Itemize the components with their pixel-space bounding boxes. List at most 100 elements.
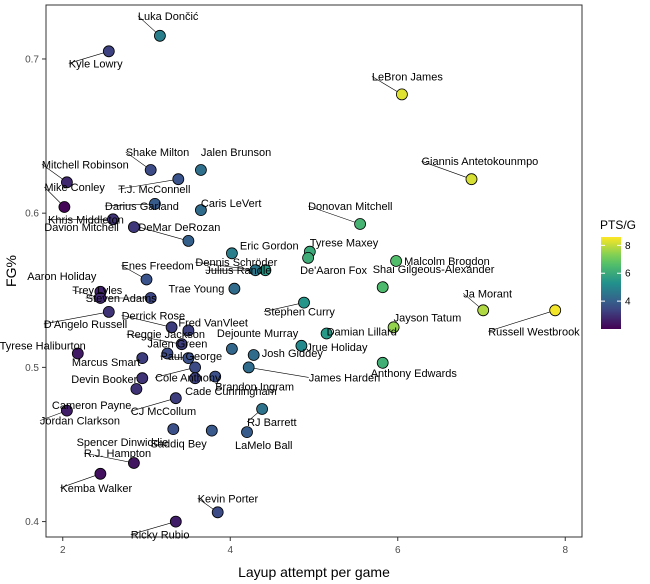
connector-ricky-rubio xyxy=(130,521,176,535)
label-khris-middleton: Khris Middleton xyxy=(48,214,124,226)
label-kemba-walker: Kemba Walker xyxy=(60,483,132,495)
point-damian-lillard xyxy=(320,327,333,340)
legend-title: PTS/G xyxy=(600,218,636,232)
x-tick-label: 2 xyxy=(60,545,66,556)
legend-tick-label: 6 xyxy=(625,269,631,280)
data-points xyxy=(58,29,562,528)
connector-d-angelo-russell xyxy=(43,311,109,325)
label-rj-barrett: RJ Barrett xyxy=(247,417,297,429)
label-de-aaron-fox: De'Aaron Fox xyxy=(300,265,367,277)
label-t-j-mcconnell: T.J. McConnell xyxy=(118,184,190,196)
legend-tick-label: 8 xyxy=(625,241,631,252)
point-kevin-porter xyxy=(211,506,224,519)
point-de-aaron-fox xyxy=(302,251,315,264)
point-dejounte-murray xyxy=(225,342,238,355)
point-lebron-james xyxy=(395,88,408,101)
label-dejounte-murray: Dejounte Murray xyxy=(217,328,299,340)
y-axis-title: FG% xyxy=(3,255,19,287)
color-legend: PTS/G 4 6 8 xyxy=(600,218,636,329)
label-kevin-porter: Kevin Porter xyxy=(198,493,259,505)
label-giannis-antetokounmpo: Giannis Antetokounmpo xyxy=(422,156,539,168)
point-rj-barrett xyxy=(256,403,269,415)
point-t-j-mcconnell xyxy=(172,173,185,186)
label-eric-gordon: Eric Gordon xyxy=(240,240,299,252)
point-cj-mccollum xyxy=(169,392,182,405)
point-reggie-jackson xyxy=(175,338,188,351)
label-davion-mitchell: Davion Mitchell xyxy=(44,222,119,234)
label-lebron-james: LeBron James xyxy=(372,71,443,83)
point-luka-doncic xyxy=(153,29,166,42)
label-lamelo-ball: LaMelo Ball xyxy=(235,440,292,452)
label-jalen-brunson: Jalen Brunson xyxy=(201,147,271,159)
label-trey-lyles: Trey Lyles xyxy=(72,285,122,297)
point-trae-young xyxy=(228,282,241,295)
x-tick-label: 8 xyxy=(562,545,568,556)
point-ricky-rubio xyxy=(169,515,182,528)
y-tick-label: 0.5 xyxy=(25,363,39,374)
connector-cole-anthony xyxy=(155,367,196,378)
connector-reggie-jackson xyxy=(126,333,182,345)
label-steven-adams: Steven Adams xyxy=(86,293,157,305)
label-mike-conley: Mike Conley xyxy=(44,182,105,194)
y-tick-label: 0.7 xyxy=(25,54,39,65)
point-devin-booker xyxy=(136,372,149,385)
point-jalen-brunson xyxy=(194,164,207,176)
label-paul-george: Paul George xyxy=(160,351,222,363)
label-james-harden: James Harden xyxy=(309,372,381,384)
label-cole-anthony: Cole Anthony xyxy=(155,372,221,384)
connector-james-harden xyxy=(248,367,309,378)
plot-panel xyxy=(45,4,583,538)
point-giannis-antetokounmpo xyxy=(465,173,478,186)
point-mitchell-robinson xyxy=(61,176,73,189)
label-jrue-holiday: Jrue Holiday xyxy=(306,342,368,354)
point-saddiq-bey xyxy=(205,424,218,437)
label-mitchell-robinson: Mitchell Robinson xyxy=(42,159,129,171)
connector-russell-westbrook xyxy=(488,310,556,332)
point-demar-derozan xyxy=(182,234,195,247)
label-ricky-rubio: Ricky Rubio xyxy=(131,530,190,542)
connector-kyle-lowry xyxy=(68,51,109,64)
point-jayson-tatum xyxy=(387,321,400,334)
point-r-j-hampton xyxy=(127,457,140,469)
x-tick-label: 6 xyxy=(395,545,401,556)
label-ja-morant: Ja Morant xyxy=(463,288,512,300)
label-malcolm-brogdon: Malcolm Brogdon xyxy=(404,256,490,268)
connector-derrick-rose xyxy=(121,315,172,328)
point-anthony-edwards xyxy=(376,356,389,369)
point-caris-levert xyxy=(194,204,207,217)
label-jayson-tatum: Jayson Tatum xyxy=(394,312,462,324)
connector-dennis-schroder xyxy=(195,261,256,271)
connector-darius-garland xyxy=(104,203,155,207)
point-steven-adams xyxy=(144,292,157,304)
legend-tick-label: 4 xyxy=(625,297,631,308)
label-cj-mccollum: CJ McCollum xyxy=(131,406,196,418)
label-saddiq-bey: Saddiq Bey xyxy=(151,439,208,451)
label-demar-derozan: DeMar DeRozan xyxy=(138,222,220,234)
label-shake-milton: Shake Milton xyxy=(126,147,190,159)
point-spencer-dinwiddie xyxy=(167,423,180,436)
connector-donovan-mitchell xyxy=(308,205,361,225)
point-james-harden xyxy=(242,361,255,374)
point-mike-conley xyxy=(58,201,71,213)
connector-kemba-walker xyxy=(60,473,101,489)
label-enes-freedom: Enes Freedom xyxy=(122,261,194,273)
label-brandon-ingram: Brandon Ingram xyxy=(215,382,294,394)
point-shake-milton xyxy=(144,164,157,176)
point-fred-vanvleet xyxy=(182,324,195,337)
connector-giannis-antetokounmpo xyxy=(421,160,472,180)
label-darius-garland: Darius Garland xyxy=(105,201,179,213)
point-russell-westbrook xyxy=(549,304,562,317)
point-kyle-lowry xyxy=(102,45,115,58)
point-donovan-mitchell xyxy=(354,218,367,230)
label-d-angelo-russell: D'Angelo Russell xyxy=(44,319,127,331)
point-enes-freedom xyxy=(140,273,153,286)
point-jalen-green xyxy=(161,347,174,360)
label-caris-levert: Caris LeVert xyxy=(201,198,262,210)
point-labels: Luka Dončić Kyle Lowry LeBron James Giannis… xyxy=(0,11,580,542)
point-darius-garland xyxy=(148,197,161,210)
point-stephen-curry xyxy=(298,296,310,309)
connector-cj-mccollum xyxy=(130,397,176,412)
label-tyrese-haliburton: Tyrese Haliburton xyxy=(0,341,86,353)
label-stephen-curry: Stephen Curry xyxy=(264,307,335,319)
